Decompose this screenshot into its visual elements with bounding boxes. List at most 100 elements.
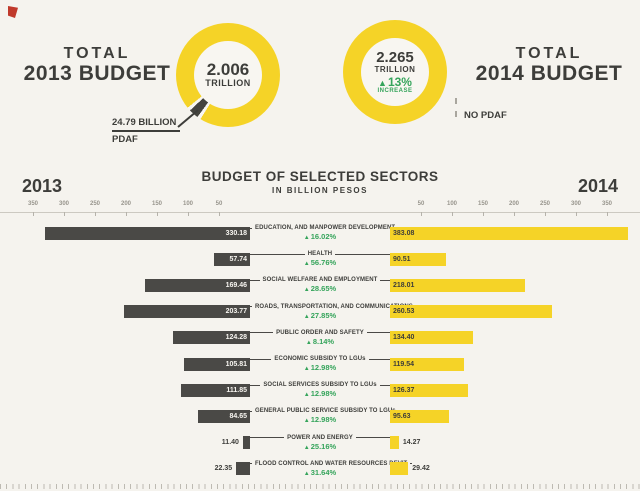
axis-tick-label: 200 bbox=[120, 201, 132, 207]
up-arrow-icon: ▲ bbox=[303, 392, 310, 399]
sector-label: GENERAL PUBLIC SERVICE SUBSIDY TO LGUs bbox=[255, 408, 396, 415]
left-bar-zone: 111.85 bbox=[0, 383, 250, 397]
bar-2014: 260.53 bbox=[390, 305, 552, 319]
sector-label: PUBLIC ORDER AND SAFETY bbox=[276, 329, 364, 336]
axis-tick-mark bbox=[576, 212, 577, 216]
pdaf-callout: 24.79 BILLION PDAF bbox=[112, 117, 181, 145]
axis-tick-label: 300 bbox=[570, 201, 582, 207]
sector-label: ECONOMIC SUBSIDY TO LGUs bbox=[274, 356, 366, 363]
left-bar-zone: 57.74 bbox=[0, 252, 250, 266]
bar-2013: 203.77 bbox=[123, 305, 250, 319]
sector-label-line: FLOOD CONTROL AND WATER RESOURCES DEV'T bbox=[250, 461, 413, 467]
axis-tick-mark bbox=[188, 212, 189, 216]
increase-percent: ▲13% bbox=[378, 76, 412, 88]
bar-2013: 169.46 bbox=[144, 278, 250, 292]
change-percent: ▲28.65% bbox=[304, 285, 336, 293]
axis-tick-label: 100 bbox=[446, 201, 458, 207]
value-2014: 383.08 bbox=[393, 229, 415, 237]
up-arrow-icon: ▲ bbox=[303, 366, 310, 373]
bar-2013: 124.28 bbox=[172, 331, 250, 345]
axis-tick-mark bbox=[514, 212, 515, 216]
left-bar-zone: 124.28 bbox=[0, 331, 250, 345]
pdaf-pointer-line bbox=[177, 109, 199, 128]
axis-tick-label: 50 bbox=[215, 201, 223, 207]
sector-label: POWER AND ENERGY bbox=[287, 434, 353, 441]
right-bar-zone: 29.42 bbox=[390, 462, 640, 476]
axis-tick-mark bbox=[545, 212, 546, 216]
axis-tick-label: 200 bbox=[508, 201, 520, 207]
left-bar-zone: 105.81 bbox=[0, 357, 250, 371]
bar-2013: 111.85 bbox=[180, 383, 250, 397]
sector-row: 203.77 ROADS, TRANSPORTATION, AND COMMUNI… bbox=[0, 299, 640, 325]
axis-tick-mark bbox=[421, 212, 422, 216]
value-2014: 29.42 bbox=[412, 465, 430, 473]
sector-label: ROADS, TRANSPORTATION, AND COMMUNICATION… bbox=[255, 303, 413, 310]
axis-tick-label: 50 bbox=[417, 201, 425, 207]
axis-tick-mark bbox=[607, 212, 608, 216]
left-bar-zone: 169.46 bbox=[0, 278, 250, 292]
bar-2014: 119.54 bbox=[390, 357, 465, 371]
change-percent: ▲31.64% bbox=[304, 469, 336, 477]
change-value: 56.76% bbox=[310, 258, 337, 268]
change-value: 12.98% bbox=[310, 363, 337, 373]
axis-tick-label: 300 bbox=[58, 201, 70, 207]
donut-2013-value: 2.006 bbox=[206, 60, 250, 80]
sector-label-line: ECONOMIC SUBSIDY TO LGUs bbox=[250, 356, 391, 363]
up-arrow-icon: ▲ bbox=[303, 235, 310, 242]
sector-label-zone: PUBLIC ORDER AND SAFETY ▲8.14% bbox=[250, 330, 390, 346]
bar-2013 bbox=[242, 436, 250, 450]
axis-tick-label: 350 bbox=[27, 201, 39, 207]
chart-subtitle: IN BILLION PESOS bbox=[271, 186, 368, 195]
axis-tick-mark bbox=[219, 212, 220, 216]
axis-tick-label: 150 bbox=[151, 201, 163, 207]
left-bar-zone: 11.40 bbox=[0, 436, 250, 450]
left-bar-zone: 22.35 bbox=[0, 462, 250, 476]
bar-2014: 383.08 bbox=[390, 226, 628, 240]
bar-2013: 84.65 bbox=[197, 409, 250, 423]
sector-label-zone: SOCIAL SERVICES SUBSIDY TO LGUs ▲12.98% bbox=[250, 382, 391, 398]
axis-tick-mark bbox=[126, 212, 127, 216]
sector-label-line: SOCIAL WELFARE AND EMPLOYMENT bbox=[250, 277, 390, 283]
sector-row: 84.65 GENERAL PUBLIC SERVICE SUBSIDY TO L… bbox=[0, 403, 640, 429]
sector-label-zone: FLOOD CONTROL AND WATER RESOURCES DEV'T ▲… bbox=[250, 461, 413, 477]
sector-row: 57.74 HEALTH ▲56.76% 90.51 bbox=[0, 246, 640, 272]
bar-2013: 330.18 bbox=[45, 226, 250, 240]
value-2013: 111.85 bbox=[226, 386, 247, 394]
sector-label-zone: POWER AND ENERGY ▲25.16% bbox=[250, 435, 390, 451]
bottom-ruler-ticks bbox=[0, 484, 640, 489]
change-percent: ▲56.76% bbox=[304, 259, 336, 267]
sector-label-zone: HEALTH ▲56.76% bbox=[250, 251, 390, 267]
donut-chart-2014: 2.265 TRILLION ▲13% INCREASE bbox=[343, 20, 447, 124]
change-value: 31.64% bbox=[310, 467, 337, 477]
change-percent: ▲25.16% bbox=[304, 442, 336, 450]
value-2013: 330.18 bbox=[225, 229, 247, 237]
bar-2013: 105.81 bbox=[184, 357, 250, 371]
axis-tick-mark bbox=[157, 212, 158, 216]
sector-label-line: POWER AND ENERGY bbox=[250, 435, 390, 441]
value-2014: 119.54 bbox=[393, 360, 415, 368]
value-2014: 218.01 bbox=[393, 281, 415, 289]
axis-tick-mark bbox=[64, 212, 65, 216]
value-2014: 126.37 bbox=[393, 386, 415, 394]
sector-label-line: ROADS, TRANSPORTATION, AND COMMUNICATION… bbox=[250, 304, 418, 310]
budget-2013-label: 2013 BUDGET bbox=[23, 61, 171, 85]
axis-tick-label: 350 bbox=[601, 201, 613, 207]
axis-line: 350 350 300 300 250 250 200 200 150 150 100 100 50 50 bbox=[0, 201, 640, 216]
leader-line bbox=[335, 253, 390, 255]
change-percent: ▲27.85% bbox=[304, 311, 336, 319]
bar-2014: 126.37 bbox=[390, 383, 469, 397]
change-percent: ▲12.98% bbox=[304, 390, 336, 398]
donut-2014-center: 2.265 TRILLION ▲13% INCREASE bbox=[361, 38, 429, 106]
right-bar-zone: 134.40 bbox=[390, 331, 640, 345]
donut-2014-value: 2.265 bbox=[376, 48, 414, 66]
right-bar-zone: 90.51 bbox=[390, 252, 640, 266]
donut-2013-center: 2.006 TRILLION bbox=[194, 41, 262, 109]
leader-line bbox=[355, 437, 390, 439]
sector-label-line: EDUCATION, AND MANPOWER DEVELOPMENT bbox=[250, 225, 401, 231]
increase-label: INCREASE bbox=[377, 87, 413, 94]
axis-tick-mark bbox=[33, 212, 34, 216]
up-arrow-icon: ▲ bbox=[303, 418, 310, 425]
value-2013: 84.65 bbox=[229, 412, 247, 420]
change-percent: ▲12.98% bbox=[304, 364, 336, 372]
leader-line bbox=[250, 437, 285, 439]
